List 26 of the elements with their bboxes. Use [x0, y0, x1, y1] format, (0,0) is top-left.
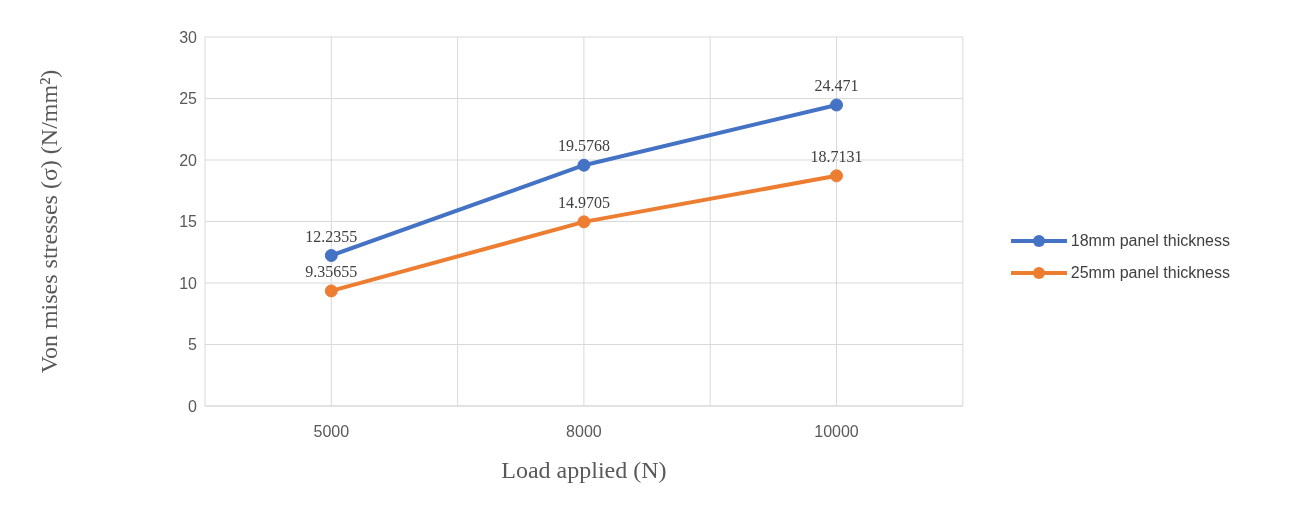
- data-label: 24.471: [814, 77, 859, 95]
- y-tick-label: 15: [179, 213, 198, 231]
- point: [324, 284, 338, 298]
- data-label: 18.7131: [810, 147, 863, 165]
- y-tick-label: 10: [179, 274, 198, 292]
- point: [830, 169, 844, 183]
- point: [324, 249, 338, 262]
- y-tick-label: 20: [179, 151, 198, 169]
- y-axis-title: Von mises stresses (σ) (N/mm²): [35, 69, 62, 374]
- y-tick-label: 5: [188, 336, 198, 354]
- y-tick-label: 0: [188, 397, 198, 415]
- data-label: 19.5768: [557, 137, 610, 155]
- point: [830, 98, 844, 112]
- legend-label: 18mm panel thickness: [1070, 232, 1230, 250]
- point: [577, 215, 591, 229]
- data-label: 9.35655: [305, 262, 358, 280]
- x-axis-title: Load applied (N): [501, 457, 667, 483]
- x-tick-label: 10000: [814, 423, 859, 441]
- y-tick-label: 30: [179, 28, 198, 46]
- x-tick-label: 8000: [566, 423, 602, 441]
- y-tick-label: 25: [179, 90, 198, 108]
- data-label: 14.9705: [557, 193, 610, 211]
- point: [577, 158, 591, 172]
- legend-label: 25mm panel thickness: [1070, 264, 1230, 282]
- data-label: 12.2355: [305, 227, 358, 245]
- x-tick-label: 5000: [313, 423, 350, 441]
